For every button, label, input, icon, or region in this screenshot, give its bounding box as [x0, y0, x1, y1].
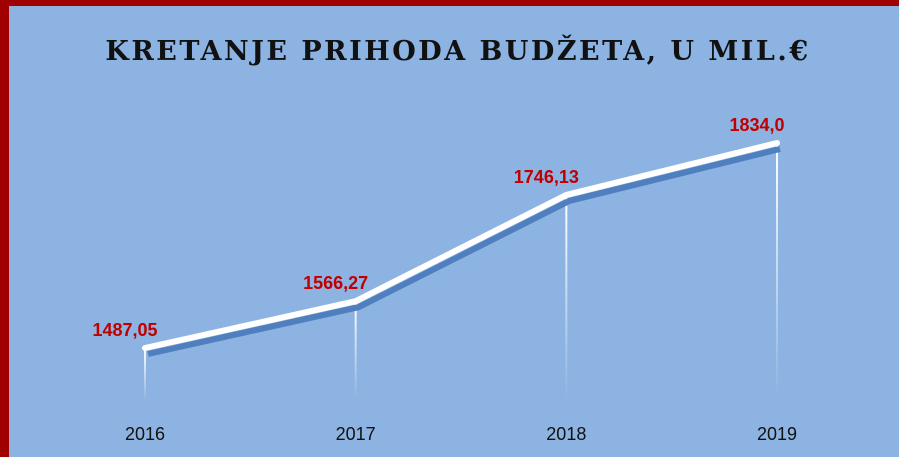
data-label: 1566,27	[303, 273, 368, 293]
x-tick-label: 2017	[336, 424, 376, 444]
drop-line	[565, 194, 568, 400]
x-tick-label: 2016	[125, 424, 165, 444]
x-tick-label: 2019	[757, 424, 797, 444]
data-label: 1834,0	[729, 115, 784, 135]
line	[142, 140, 780, 351]
drop-line	[354, 301, 357, 400]
line-shadow	[147, 146, 781, 357]
drop-line	[776, 143, 778, 400]
data-label: 1746,13	[514, 167, 579, 187]
plot-background	[9, 6, 899, 457]
x-tick-label: 2018	[546, 424, 586, 444]
data-label: 1487,05	[92, 320, 157, 340]
drop-line	[144, 348, 146, 400]
chart-title: KRETANJE PRIHODA BUDŽETA, U MIL.€	[105, 34, 810, 67]
